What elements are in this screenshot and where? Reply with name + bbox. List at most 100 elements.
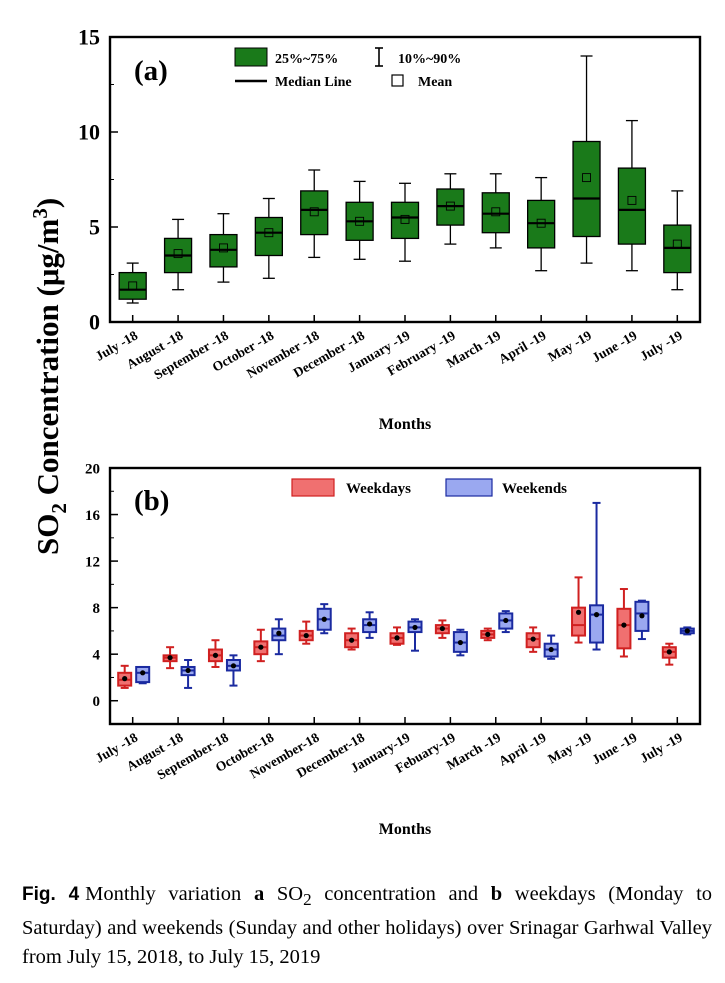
panel-a-y-axis: 0 5 10 15 xyxy=(78,25,118,335)
iqr-box xyxy=(572,140,601,238)
monthly-box-1 xyxy=(163,218,193,291)
mean-marker xyxy=(140,670,146,676)
monthly-box-12 xyxy=(663,190,692,291)
weekends-box-3 xyxy=(271,618,287,656)
mean-marker xyxy=(367,621,373,627)
legend-a: 25%~75% 10%~90% Median Line Mean xyxy=(234,47,461,90)
caption-a-letter: a xyxy=(253,883,265,905)
y-tick-label: 16 xyxy=(85,508,101,524)
x-tick-label: May -19 xyxy=(545,729,594,766)
caption-sub-2: 2 xyxy=(303,890,312,910)
caption-text-4: weekdays (Monday to Saturday) and weeken… xyxy=(22,883,713,969)
monthly-box-9 xyxy=(527,176,556,272)
mean-marker xyxy=(122,676,128,682)
panel-b-xlabel: Months xyxy=(379,821,431,838)
weekdays-box-6 xyxy=(389,626,405,646)
mean-marker xyxy=(412,624,418,631)
weekends-box-12 xyxy=(679,626,695,636)
legend-box-swatch xyxy=(234,47,268,67)
mean-marker xyxy=(264,228,274,238)
mean-marker xyxy=(212,652,219,658)
y-tick-label: 0 xyxy=(89,310,100,335)
mean-marker xyxy=(672,239,682,249)
mean-marker xyxy=(536,218,546,228)
mean-marker xyxy=(394,635,400,641)
y-tick-label: 5 xyxy=(89,215,100,240)
monthly-box-11 xyxy=(617,119,647,272)
monthly-box-7 xyxy=(436,173,465,245)
x-tick-label: July -19 xyxy=(637,729,685,765)
mean-marker xyxy=(491,207,501,217)
legend-whisker-label: 10%~90% xyxy=(398,52,461,67)
weekdays-box-8 xyxy=(480,627,496,642)
legend-weekends-swatch xyxy=(445,478,493,497)
panel-b-boxes xyxy=(117,501,695,689)
panel-a-boxes xyxy=(118,55,692,304)
y-tick-label: 20 xyxy=(85,461,100,477)
legend-whisker-swatch xyxy=(375,47,383,67)
weekends-box-2 xyxy=(225,654,241,687)
mean-marker xyxy=(445,201,455,211)
weekends-box-6 xyxy=(407,618,423,652)
monthly-box-8 xyxy=(481,173,510,249)
monthly-box-5 xyxy=(345,180,374,260)
iqr-box xyxy=(118,271,147,300)
legend-weekdays-swatch xyxy=(291,478,335,497)
caption-text-1: Monthly variation xyxy=(85,883,242,905)
iqr-box xyxy=(571,606,587,637)
mean-marker xyxy=(309,207,319,217)
x-tick-label: April -19 xyxy=(496,327,549,366)
weekdays-box-1 xyxy=(162,646,178,670)
weekdays-box-2 xyxy=(207,639,223,668)
caption-b-letter: b xyxy=(490,883,503,905)
mean-marker xyxy=(276,630,282,636)
mean-marker xyxy=(303,632,309,639)
weekends-box-0 xyxy=(135,665,151,685)
chart-canvas: (a) 25%~75% 10%~90% Median Line Mean 0 5 1… xyxy=(28,25,702,838)
shared-y-axis-label: SO2 Concentration (μg/m3) xyxy=(28,198,71,555)
iqr-box xyxy=(617,167,647,245)
panel-b: (b) Weekdays Weekends 0 4 8 12 16 20 July -18… xyxy=(85,461,702,838)
caption-text-2: SO xyxy=(276,883,304,905)
monthly-box-4 xyxy=(300,169,329,259)
x-tick-label: June -19 xyxy=(589,327,639,365)
panel-b-y-axis: 0 4 8 12 16 20 xyxy=(85,461,118,725)
y-tick-label: 10 xyxy=(78,120,100,145)
weekdays-box-9 xyxy=(525,626,541,653)
mean-marker xyxy=(355,216,365,226)
weekends-box-8 xyxy=(498,610,514,634)
y-tick-label: 0 xyxy=(93,694,101,710)
mean-marker xyxy=(627,195,637,205)
iqr-box xyxy=(616,607,632,650)
mean-marker xyxy=(575,609,582,615)
weekdays-box-7 xyxy=(434,619,450,639)
x-tick-label: May -19 xyxy=(545,327,594,364)
y-tick-label: 8 xyxy=(93,601,101,617)
weekends-box-4 xyxy=(316,603,332,635)
weekends-box-10 xyxy=(589,501,605,651)
mean-marker xyxy=(503,617,509,624)
legend-mean-label: Mean xyxy=(418,75,452,90)
panel-a-frame xyxy=(108,35,702,324)
legend-weekdays-label: Weekdays xyxy=(346,481,411,497)
panel-a: (a) 25%~75% 10%~90% Median Line Mean 0 5 1… xyxy=(78,25,702,433)
legend-median-label: Median Line xyxy=(275,75,352,90)
mean-marker xyxy=(439,625,445,632)
mean-marker xyxy=(400,214,410,224)
iqr-box xyxy=(300,190,329,236)
weekends-box-1 xyxy=(180,659,196,689)
mean-marker xyxy=(666,649,672,655)
monthly-box-3 xyxy=(254,197,283,279)
figure-caption: Fig. 4 Monthly variation a SO2 concentrat… xyxy=(22,880,712,972)
panel-a-xlabel: Months xyxy=(379,416,431,433)
caption-text-3: concentration and xyxy=(324,883,479,905)
weekdays-box-10 xyxy=(571,576,587,644)
legend-mean-swatch xyxy=(391,74,404,87)
iqr-box xyxy=(390,201,420,240)
panel-b-label: (b) xyxy=(134,485,169,517)
y-tick-label: 4 xyxy=(93,647,101,663)
mean-marker xyxy=(185,667,191,674)
legend-weekends-label: Weekends xyxy=(502,481,567,497)
